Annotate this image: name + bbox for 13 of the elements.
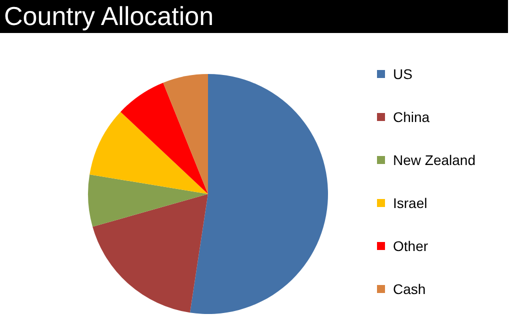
legend-label: US [393, 66, 412, 82]
chart-title: Country Allocation [0, 0, 508, 33]
pie-slice [92, 194, 208, 313]
pie-slice [190, 74, 328, 314]
pie-slice [163, 74, 208, 194]
pie-slice [88, 174, 208, 227]
legend-label: Other [393, 238, 428, 254]
legend-label: New Zealand [393, 152, 476, 168]
legend-label: Cash [393, 281, 426, 297]
legend-label: Israel [393, 195, 428, 211]
legend-label: China [393, 109, 430, 125]
pie-slice [120, 82, 208, 194]
pie-slice [90, 112, 208, 194]
